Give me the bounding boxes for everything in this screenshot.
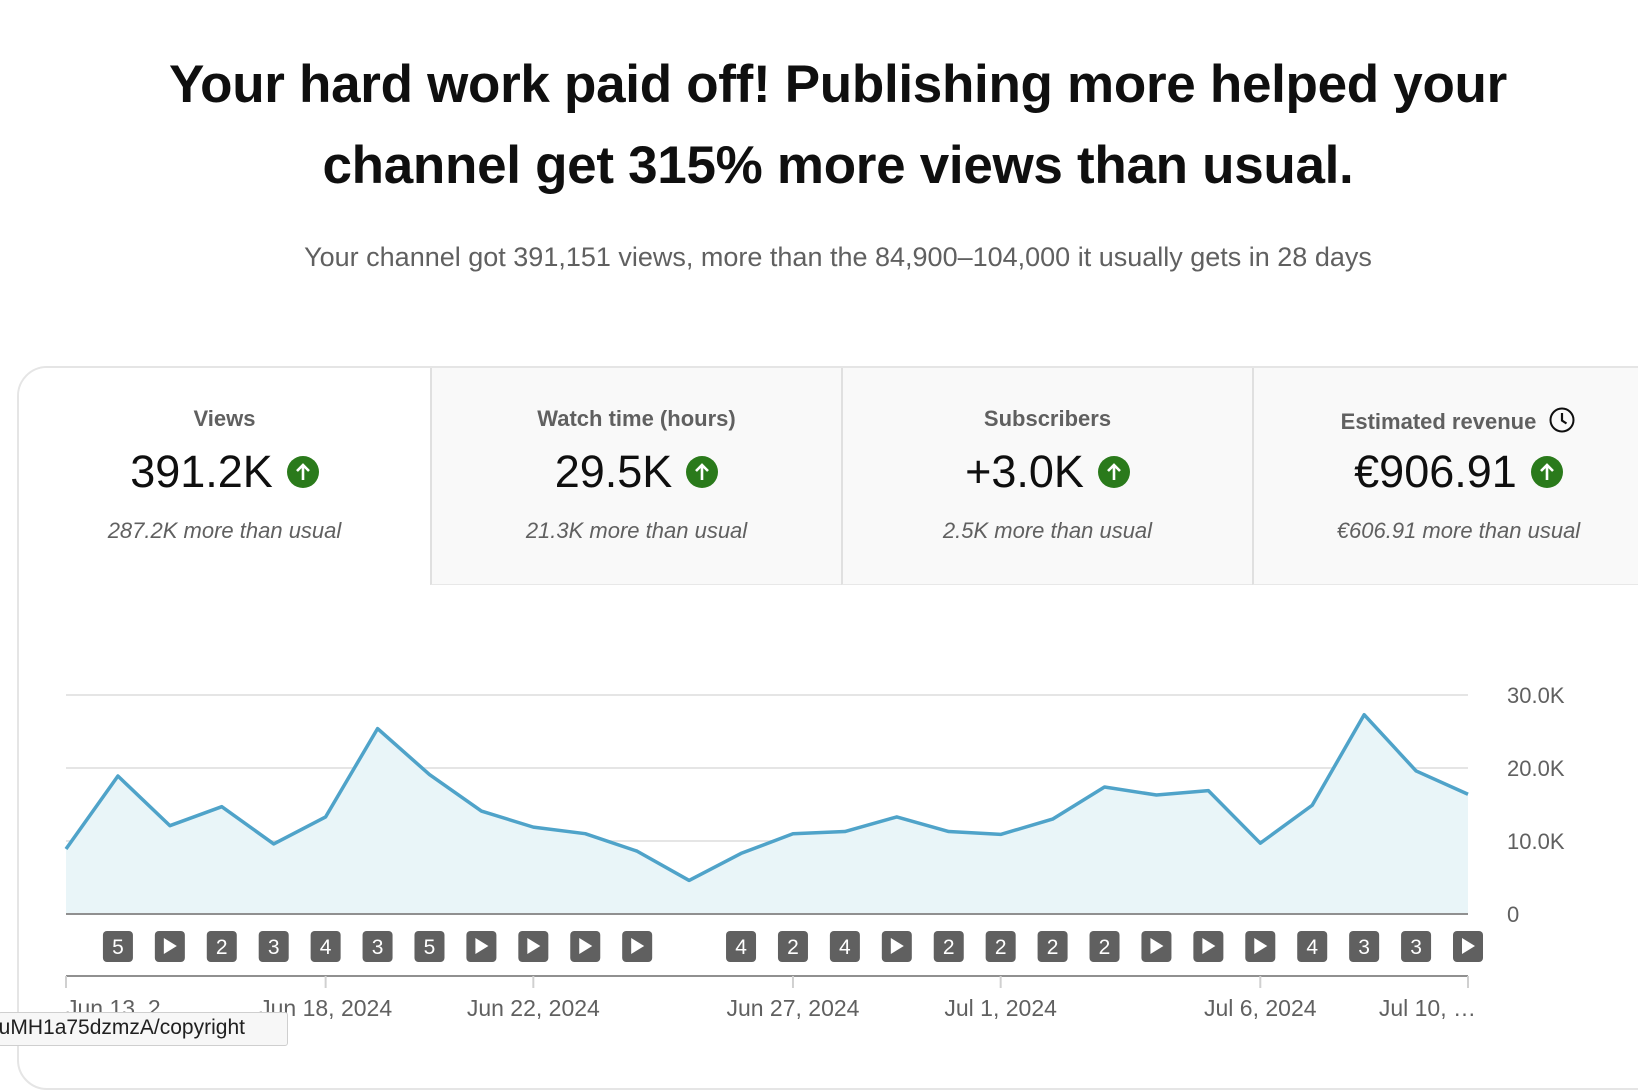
tab-value-row: €906.91 [1254,446,1638,498]
play-icon [1254,938,1268,954]
publish-count: 4 [1306,936,1318,959]
status-link-text: 4uMH1a75dzmzA/copyright [0,1016,245,1039]
publish-count: 3 [372,936,384,959]
publish-count: 4 [839,936,851,959]
publish-count: 2 [787,936,799,959]
views-line [64,712,1469,883]
publish-marker[interactable] [310,931,341,962]
tab-value-row: +3.0K [843,446,1252,498]
publish-count: 3 [1410,936,1422,959]
tab-value: €906.91 [1354,446,1517,497]
arrow-up-icon [1530,456,1563,488]
play-icon [1462,938,1475,954]
publish-count: 5 [112,936,124,959]
tab-value-row: 29.5K [432,446,841,498]
play-icon [579,938,593,954]
publish-marker[interactable] [258,931,289,962]
tab-value: 29.5K [554,446,673,497]
tab-value: 391.2K [130,446,273,497]
publish-marker[interactable] [414,931,445,962]
headline-line-2: channel get 315% more views than usual. [322,136,1354,195]
publish-count: 2 [943,936,955,959]
metric-tabs: Views 391.2K 287.2K more than usual Watc… [19,368,1638,585]
play-icon [163,938,177,954]
tab-value: +3.0K [965,446,1084,497]
publish-marker[interactable] [102,931,133,962]
publish-marker[interactable] [985,931,1016,962]
tab-subscribers[interactable]: Subscribers +3.0K 2.5K more than usual [841,368,1252,585]
publish-count: 2 [1047,936,1059,959]
views-area [66,714,1468,914]
publish-marker[interactable] [1349,931,1380,962]
play-icon [1150,938,1164,954]
publish-marker[interactable] [726,931,757,962]
tab-label: Subscribers [983,406,1112,431]
publish-marker[interactable] [777,931,808,962]
y-tick-label: 30.0K [1507,683,1565,708]
tab-estimated-revenue[interactable]: Estimated revenue €906.91 €606.91 more t… [1252,368,1638,585]
publish-marker[interactable] [1037,931,1068,962]
x-tick-label: Jul 6, 2024 [1204,995,1317,1021]
x-tick-label: Jul 10, … [1379,995,1476,1021]
publish-marker[interactable] [829,931,860,962]
tab-label: Views [193,406,256,431]
play-icon [475,938,489,954]
publish-count: 3 [1358,936,1370,959]
play-icon [631,938,645,954]
tab-delta: 21.3K more than usual [525,518,748,543]
tab-value-row: 391.2K [19,446,430,498]
y-tick-label: 20.0K [1507,756,1565,781]
tab-watch-time[interactable]: Watch time (hours) 29.5K 21.3K more than… [430,368,841,585]
tab-views[interactable]: Views 391.2K 287.2K more than usual [19,368,430,585]
arrow-up-icon [1097,456,1130,488]
x-tick-label: Jun 27, 2024 [726,995,859,1021]
publish-count: 5 [424,936,436,959]
publish-count: 2 [995,936,1007,959]
tab-delta: €606.91 more than usual [1336,518,1581,543]
publish-count: 2 [1099,936,1111,959]
publish-marker[interactable] [206,931,237,962]
tab-label-row: Estimated revenue [1254,406,1638,440]
tab-delta: 2.5K more than usual [942,518,1153,543]
publish-count: 4 [735,936,747,959]
play-icon [527,938,541,954]
headline-line-1: Your hard work paid off! Publishing more… [169,55,1507,114]
arrow-up-icon [686,456,719,488]
tab-label: Estimated revenue [1340,408,1537,434]
tab-delta: 287.2K more than usual [107,518,342,543]
status-bar-link-preview: 4uMH1a75dzmzA/copyright [0,1012,288,1046]
y-tick-label: 0 [1507,902,1519,927]
play-icon [1202,938,1216,954]
publish-count: 4 [320,936,332,959]
x-tick-label: Jul 1, 2024 [944,995,1057,1021]
play-icon [890,938,904,954]
publish-marker[interactable] [1401,931,1432,962]
tab-label: Watch time (hours) [537,406,736,431]
subheadline: Your channel got 391,151 views, more tha… [304,242,1372,272]
publish-marker[interactable] [1089,931,1120,962]
arrow-up-icon [286,456,319,488]
clock-icon[interactable] [1548,406,1576,440]
publish-marker[interactable] [933,931,964,962]
x-tick-label: Jun 22, 2024 [467,995,600,1021]
publish-marker[interactable] [1297,931,1328,962]
headline: Your hard work paid off! Publishing more… [0,44,1638,206]
publish-count: 3 [268,936,280,959]
publish-marker[interactable] [362,931,393,962]
y-tick-label: 10.0K [1507,829,1565,854]
publish-count: 2 [216,936,228,959]
